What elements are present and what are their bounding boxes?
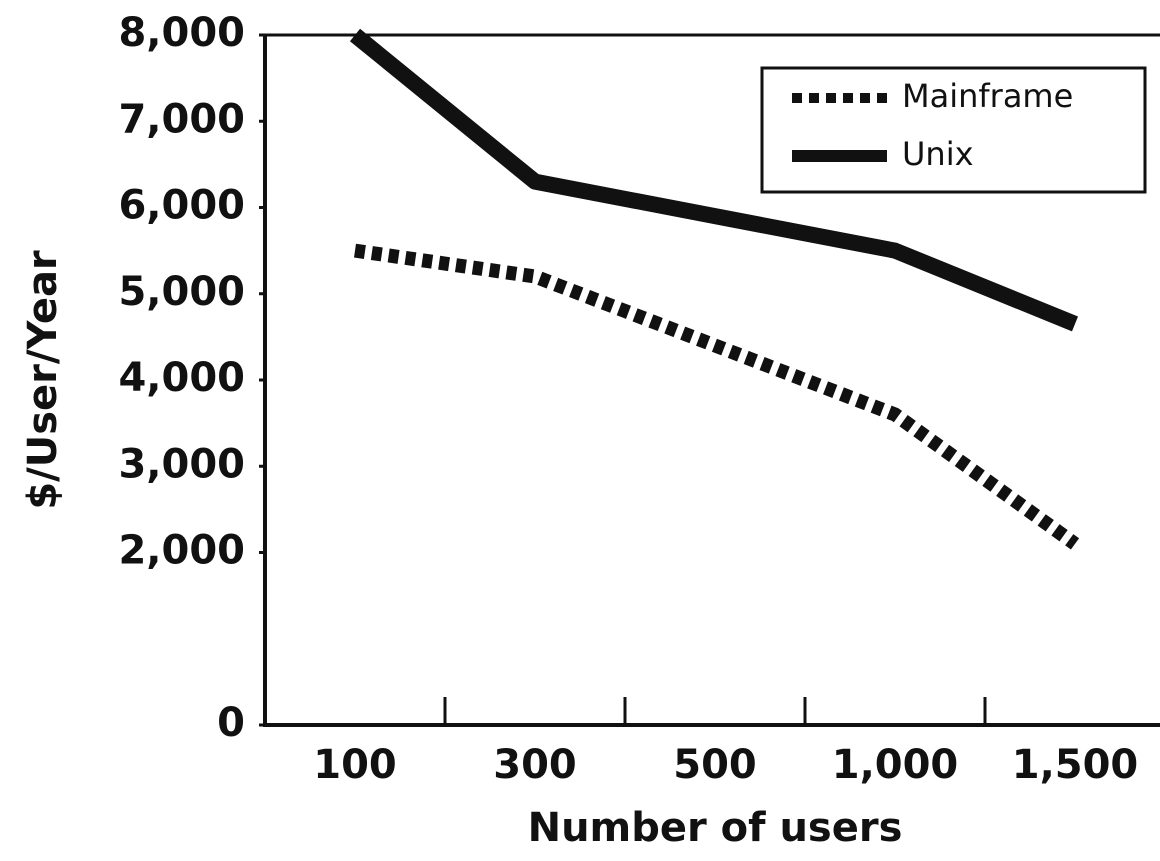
x-axis-label: Number of users bbox=[528, 805, 903, 851]
x-tick-label: 300 bbox=[493, 742, 577, 788]
y-tick-label: 7,000 bbox=[118, 96, 245, 142]
line-series bbox=[354, 243, 1080, 550]
y-tick-label: 5,000 bbox=[118, 269, 245, 315]
y-tick-label: 4,000 bbox=[118, 355, 245, 401]
x-tick-label: 1,500 bbox=[1012, 742, 1139, 788]
x-tick-label: 100 bbox=[313, 742, 397, 788]
legend-label: Unix bbox=[902, 135, 974, 173]
y-axis-label: $/User/Year bbox=[20, 250, 66, 510]
x-tick-label: 1,000 bbox=[832, 742, 959, 788]
x-tick-label: 500 bbox=[673, 742, 757, 788]
y-tick-label: 0 bbox=[217, 700, 245, 746]
y-tick-label: 8,000 bbox=[118, 10, 245, 56]
legend-box bbox=[760, 66, 1147, 194]
line-series bbox=[349, 28, 1079, 332]
y-tick-label: 3,000 bbox=[118, 441, 245, 487]
y-tick-label: 6,000 bbox=[118, 183, 245, 229]
y-tick-label: 2,000 bbox=[118, 528, 245, 574]
legend-label: Mainframe bbox=[902, 77, 1073, 115]
